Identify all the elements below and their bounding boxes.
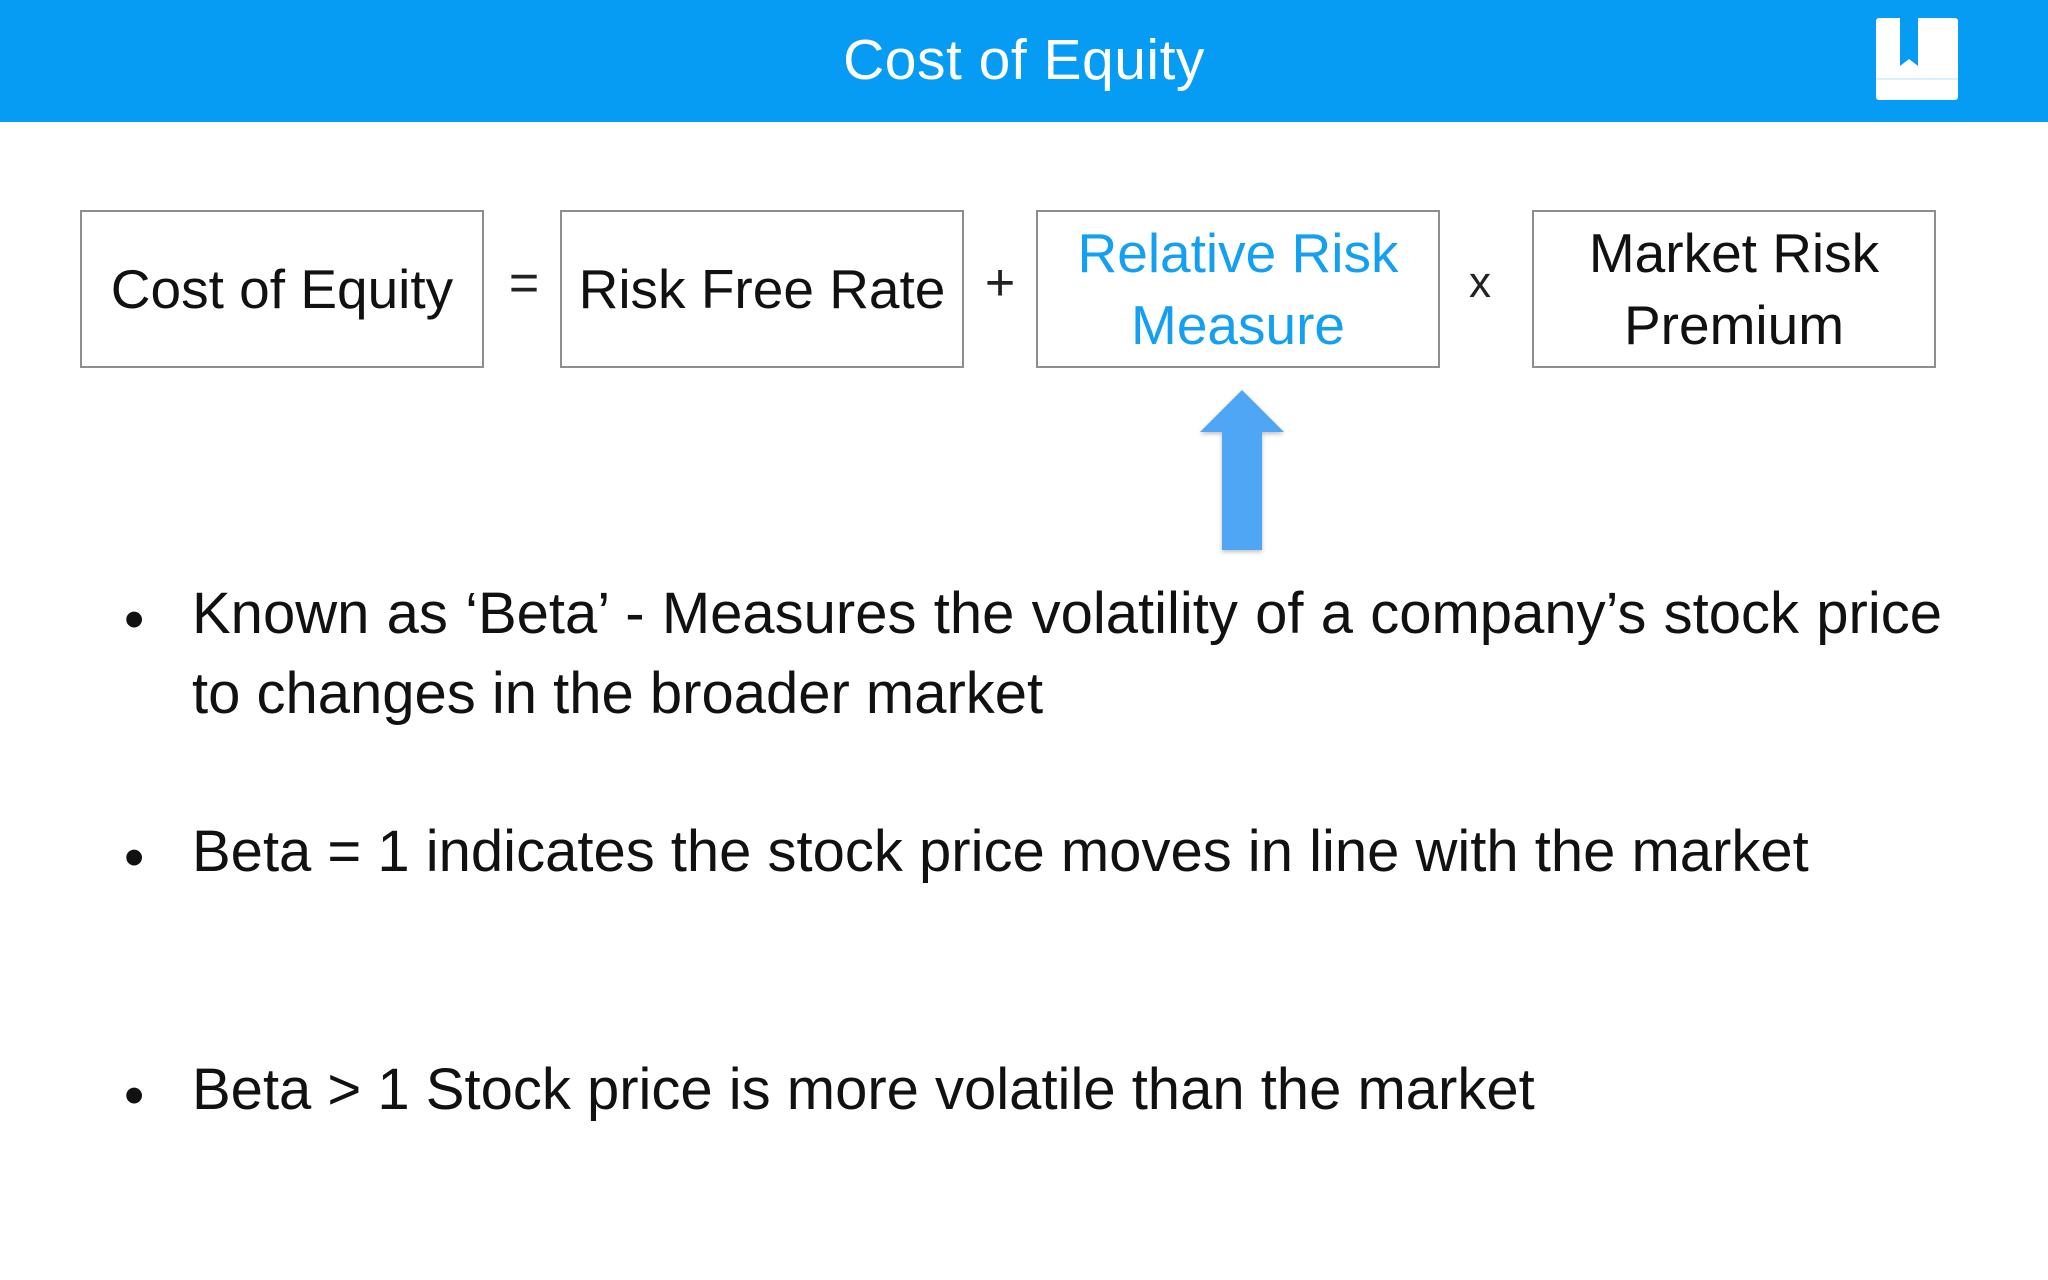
formula-box-cost-of-equity: Cost of Equity	[80, 210, 484, 368]
bullet-dot: •	[124, 825, 145, 890]
bullet-dot: •	[124, 587, 145, 652]
bullet-dot: •	[124, 1063, 145, 1128]
formula-term-line: Premium	[1623, 294, 1845, 356]
formula-term-label: Risk Free Rate	[578, 258, 946, 320]
multiply-operator: x	[1469, 258, 1491, 307]
formula-box-risk-free-rate: Risk Free Rate	[560, 210, 964, 368]
bullet-text: Beta = 1 indicates the stock price moves…	[192, 819, 1809, 884]
slide-title: Cost of Equity	[843, 28, 1205, 92]
formula-box-market-risk-premium: Market Risk Premium	[1532, 210, 1936, 368]
formula-term-line: Measure	[1131, 294, 1345, 356]
plus-operator: +	[984, 254, 1016, 312]
title-bar	[0, 0, 2048, 122]
bullet-text: Known as ‘Beta’ - Measures the volatilit…	[192, 581, 1942, 726]
formula-term-line: Relative Risk	[1077, 222, 1399, 284]
equals-operator: =	[508, 254, 540, 312]
up-arrow-icon	[1200, 390, 1284, 550]
formula-term-label: Cost of Equity	[110, 258, 454, 320]
bullet-text: Beta > 1 Stock price is more volatile th…	[192, 1057, 1535, 1122]
bookmark-book-logo-icon	[1876, 18, 1958, 100]
formula-box-relative-risk-measure: Relative Risk Measure	[1036, 210, 1440, 368]
formula-term-line: Market Risk	[1588, 222, 1880, 284]
